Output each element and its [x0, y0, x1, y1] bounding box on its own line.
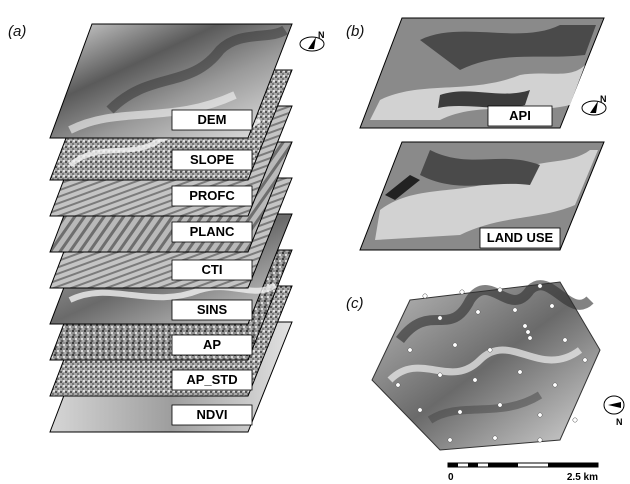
layer-label-ndvi: NDVI — [196, 407, 227, 422]
layer-stack-b: LAND USE API — [359, 17, 605, 251]
north-arrow-icon: N — [603, 395, 625, 427]
layer-label-dem: DEM — [198, 112, 227, 127]
panel-label-b: (b) — [346, 23, 364, 40]
layer-label-ap: AP — [203, 337, 221, 352]
layer-label-api: API — [509, 108, 531, 123]
svg-text:N: N — [616, 417, 623, 427]
layer-label-profc: PROFC — [189, 188, 235, 203]
layer-dem: DEM — [49, 23, 293, 139]
layer-label-slope: SLOPE — [190, 152, 234, 167]
scale-bar: 0 2.5 km — [447, 462, 599, 483]
layer-label-land-use: LAND USE — [487, 230, 554, 245]
scale-end: 2.5 km — [567, 472, 598, 483]
layer-land-use: LAND USE — [359, 141, 605, 251]
layer-stack-a: NDVI AP_STD AP SINS CTI — [49, 23, 293, 433]
north-arrow-icon: N — [299, 30, 325, 52]
svg-text:N: N — [600, 94, 607, 104]
panel-label-a: (a) — [8, 23, 26, 40]
layer-label-sins: SINS — [197, 302, 228, 317]
terrain-3d — [371, 280, 601, 451]
layer-label-planc: PLANC — [190, 224, 235, 239]
north-arrow-icon: N — [581, 94, 607, 116]
panel-label-c: (c) — [346, 295, 364, 312]
svg-text:N: N — [318, 30, 325, 40]
layer-label-cti: CTI — [202, 262, 223, 277]
layer-label-ap-std: AP_STD — [186, 372, 237, 387]
sample-points — [395, 283, 588, 443]
scale-start: 0 — [448, 472, 454, 483]
layer-api: API — [359, 17, 605, 129]
